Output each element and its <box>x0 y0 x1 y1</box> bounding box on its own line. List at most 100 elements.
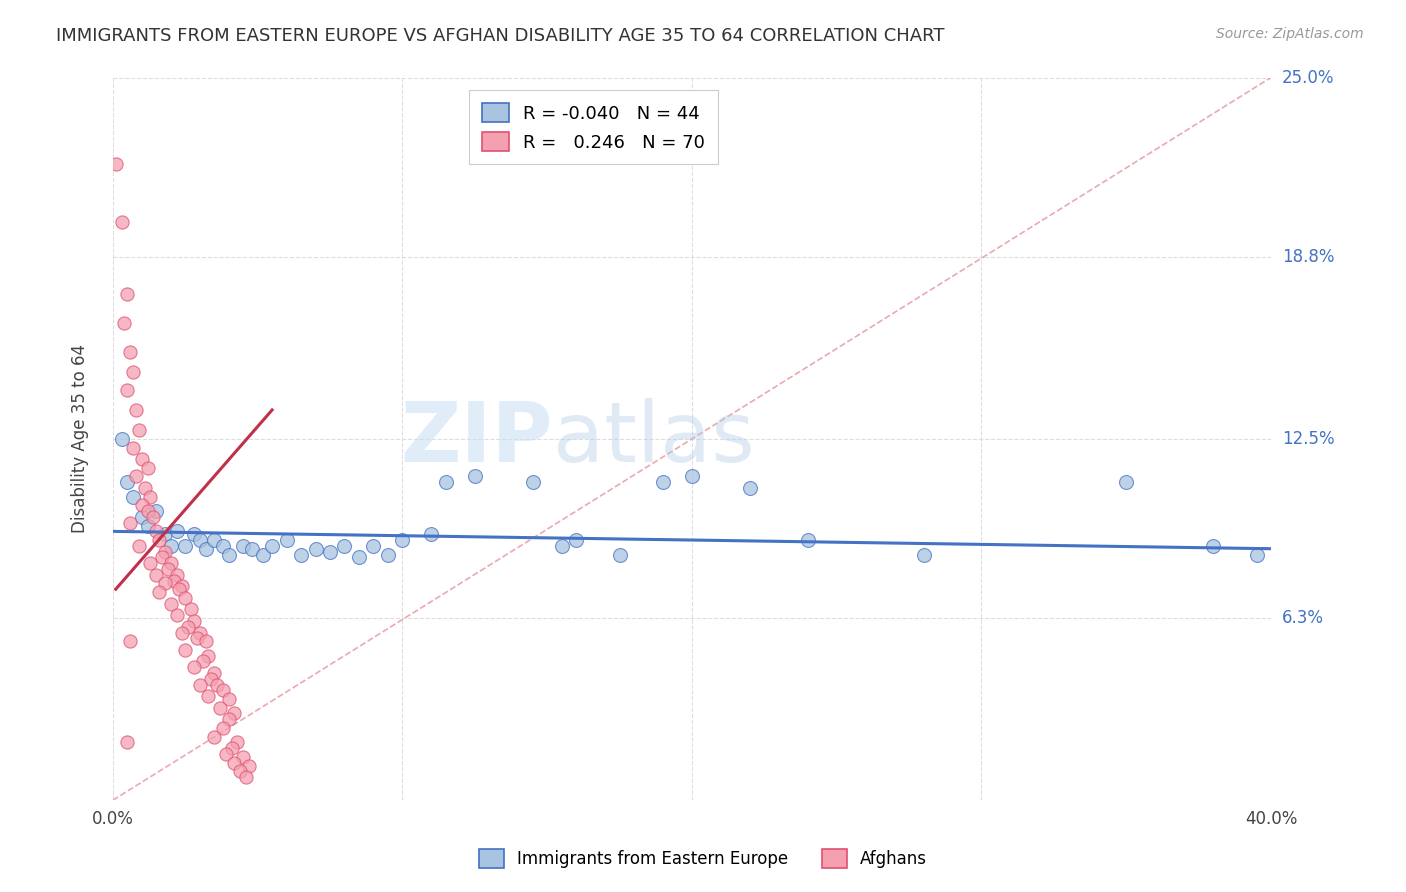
Point <box>218 712 240 726</box>
Point <box>134 481 156 495</box>
Point <box>194 634 217 648</box>
Point <box>252 548 274 562</box>
Point <box>139 490 162 504</box>
Point <box>148 533 170 547</box>
Point <box>202 666 225 681</box>
Point <box>136 460 159 475</box>
Point <box>180 602 202 616</box>
Text: IMMIGRANTS FROM EASTERN EUROPE VS AFGHAN DISABILITY AGE 35 TO 64 CORRELATION CHA: IMMIGRANTS FROM EASTERN EUROPE VS AFGHAN… <box>56 27 945 45</box>
Point <box>212 721 235 735</box>
Text: 12.5%: 12.5% <box>1282 430 1334 448</box>
Point <box>148 585 170 599</box>
Point <box>232 749 254 764</box>
Point <box>120 345 142 359</box>
Point <box>172 579 194 593</box>
Text: 18.8%: 18.8% <box>1282 248 1334 266</box>
Point <box>117 287 139 301</box>
Point <box>224 706 246 721</box>
Point <box>150 550 173 565</box>
Point <box>110 215 132 229</box>
Point <box>202 533 225 547</box>
Point <box>347 550 370 565</box>
Point <box>153 576 176 591</box>
Point <box>159 597 181 611</box>
Point <box>159 539 181 553</box>
Point <box>218 548 240 562</box>
Point <box>738 481 761 495</box>
Point <box>186 632 208 646</box>
Point <box>240 541 263 556</box>
Point <box>197 689 219 703</box>
Point <box>174 643 197 657</box>
Point <box>122 365 145 379</box>
Point <box>205 677 228 691</box>
Point <box>183 660 205 674</box>
Point <box>145 504 167 518</box>
Point <box>163 574 186 588</box>
Text: Source: ZipAtlas.com: Source: ZipAtlas.com <box>1216 27 1364 41</box>
Point <box>114 316 136 330</box>
Point <box>912 548 935 562</box>
Point <box>145 524 167 539</box>
Point <box>235 770 257 784</box>
Point <box>125 403 148 417</box>
Point <box>609 548 631 562</box>
Point <box>174 539 197 553</box>
Text: atlas: atlas <box>553 399 755 479</box>
Point <box>215 747 238 761</box>
Text: ZIP: ZIP <box>401 399 553 479</box>
Point <box>565 533 588 547</box>
Point <box>153 544 176 558</box>
Point <box>797 533 820 547</box>
Point <box>377 548 399 562</box>
Point <box>188 533 211 547</box>
Point <box>183 527 205 541</box>
Point <box>1202 539 1225 553</box>
Point <box>172 625 194 640</box>
Point <box>194 541 217 556</box>
Point <box>153 527 176 541</box>
Point <box>136 518 159 533</box>
Point <box>159 556 181 570</box>
Point <box>218 692 240 706</box>
Point <box>1246 548 1268 562</box>
Text: 25.0%: 25.0% <box>1282 69 1334 87</box>
Point <box>120 516 142 530</box>
Point <box>122 441 145 455</box>
Point <box>232 539 254 553</box>
Point <box>276 533 298 547</box>
Point <box>434 475 457 490</box>
Point <box>142 510 165 524</box>
Text: 6.3%: 6.3% <box>1282 609 1324 627</box>
Point <box>229 764 252 779</box>
Point <box>197 648 219 663</box>
Point <box>681 469 703 483</box>
Point <box>120 634 142 648</box>
Point <box>522 475 544 490</box>
Point <box>200 672 222 686</box>
Point <box>131 499 153 513</box>
Point <box>202 730 225 744</box>
Point <box>363 539 385 553</box>
Point <box>464 469 486 483</box>
Point <box>188 625 211 640</box>
Point <box>125 469 148 483</box>
Point <box>1115 475 1137 490</box>
Point <box>122 490 145 504</box>
Point <box>208 700 231 714</box>
Point <box>169 582 191 597</box>
Point <box>110 432 132 446</box>
Point <box>117 383 139 397</box>
Point <box>131 452 153 467</box>
Point <box>174 591 197 605</box>
Point <box>188 677 211 691</box>
Point <box>131 510 153 524</box>
Point <box>104 157 127 171</box>
Point <box>139 556 162 570</box>
Point <box>183 614 205 628</box>
Point <box>224 756 246 770</box>
Point <box>238 758 260 772</box>
Point <box>117 735 139 749</box>
Point <box>212 539 235 553</box>
Point <box>128 423 150 437</box>
